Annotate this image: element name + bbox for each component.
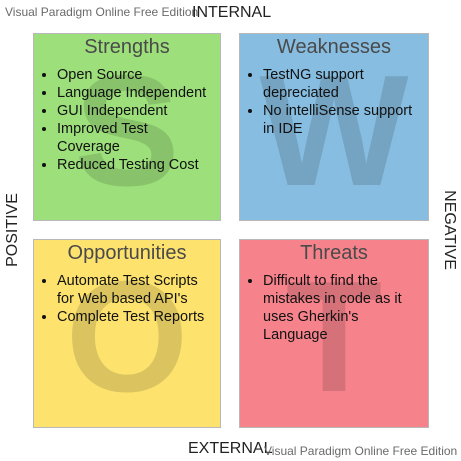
weaknesses-list: TestNG support depreciated No intelliSen… (246, 66, 422, 138)
opportunities-item: Complete Test Reports (57, 308, 214, 326)
opportunities-list: Automate Test Scripts for Web based API'… (40, 272, 214, 326)
weaknesses-title: Weaknesses (276, 36, 392, 58)
threats-list: Difficult to find the mistakes in code a… (246, 272, 422, 344)
strengths-quadrant[interactable]: S Strengths Open Source Language Indepen… (33, 33, 221, 221)
weaknesses-quadrant[interactable]: W Weaknesses TestNG support depreciated … (239, 33, 429, 221)
opportunities-item: Automate Test Scripts for Web based API'… (57, 272, 214, 308)
weaknesses-item: TestNG support depreciated (263, 66, 422, 102)
strengths-item: Open Source (57, 66, 214, 84)
strengths-list: Open Source Language Independent GUI Ind… (40, 66, 214, 174)
threats-title: Threats (300, 242, 368, 264)
opportunities-title: Opportunities (67, 242, 187, 264)
weaknesses-item: No intelliSense support in IDE (263, 102, 422, 138)
axis-label-external: EXTERNAL (188, 440, 273, 457)
strengths-item: GUI Independent (57, 102, 214, 120)
strengths-item: Improved Test Coverage (57, 120, 214, 156)
strengths-item: Reduced Testing Cost (57, 156, 214, 174)
opportunities-quadrant[interactable]: O Opportunities Automate Test Scripts fo… (33, 239, 221, 428)
watermark-top: Visual Paradigm Online Free Edition (5, 5, 199, 19)
strengths-item: Language Independent (57, 84, 214, 102)
threats-item: Difficult to find the mistakes in code a… (263, 272, 422, 344)
strengths-title: Strengths (84, 36, 170, 58)
threats-quadrant[interactable]: T Threats Difficult to find the mistakes… (239, 239, 429, 428)
axis-label-internal: INTERNAL (192, 4, 272, 21)
axis-label-positive: POSITIVE (4, 193, 21, 267)
watermark-bottom: Visual Paradigm Online Free Edition (264, 444, 458, 458)
axis-label-negative: NEGATIVE (441, 190, 458, 270)
